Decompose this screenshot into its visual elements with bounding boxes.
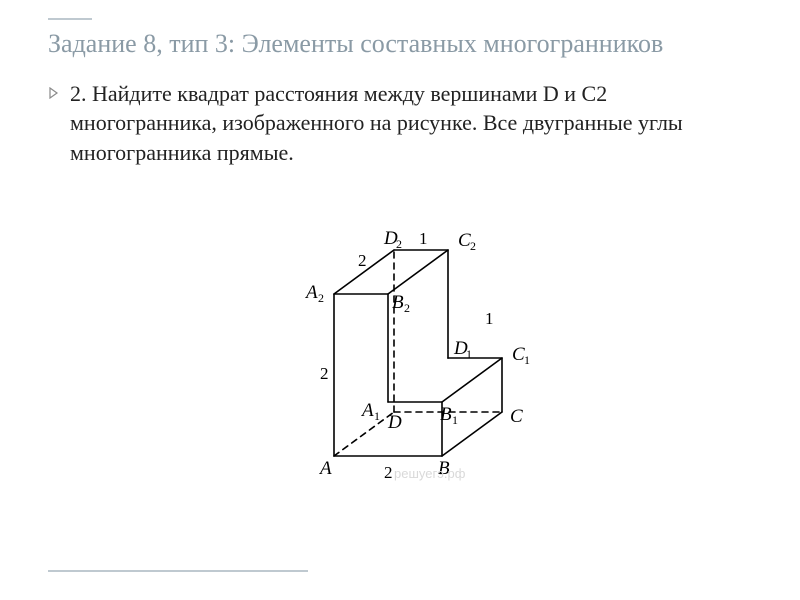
page-title: Задание 8, тип 3: Элементы составных мно…: [48, 28, 760, 61]
svg-text:1: 1: [419, 229, 428, 248]
svg-text:2: 2: [320, 364, 329, 383]
svg-text:2: 2: [358, 251, 367, 270]
svg-text:C: C: [510, 406, 523, 427]
svg-text:1: 1: [524, 353, 530, 367]
svg-text:B: B: [392, 292, 404, 313]
svg-text:B: B: [438, 458, 450, 479]
svg-text:1: 1: [452, 413, 458, 427]
svg-text:1: 1: [466, 347, 472, 361]
svg-text:2: 2: [396, 237, 402, 251]
problem-bullet: 2. Найдите квадрат расстояния между верш…: [48, 79, 760, 168]
svg-text:1: 1: [374, 409, 380, 423]
svg-text:A: A: [360, 400, 374, 421]
accent-line-top: [48, 18, 92, 20]
accent-line-bottom: [48, 570, 308, 572]
svg-text:A: A: [318, 458, 332, 479]
polyhedron-diagram: ABCDA1B1C1D1A2B2C2D221122 решуегэ.рф: [224, 178, 584, 503]
svg-text:B: B: [440, 404, 452, 425]
svg-text:2: 2: [318, 291, 324, 305]
svg-text:1: 1: [485, 309, 494, 328]
svg-text:2: 2: [470, 239, 476, 253]
chevron-right-icon: [48, 86, 60, 104]
svg-text:2: 2: [404, 301, 410, 315]
svg-text:2: 2: [384, 463, 393, 482]
svg-text:D: D: [387, 412, 402, 433]
problem-text: 2. Найдите квадрат расстояния между верш…: [70, 79, 750, 168]
svg-text:A: A: [304, 282, 318, 303]
